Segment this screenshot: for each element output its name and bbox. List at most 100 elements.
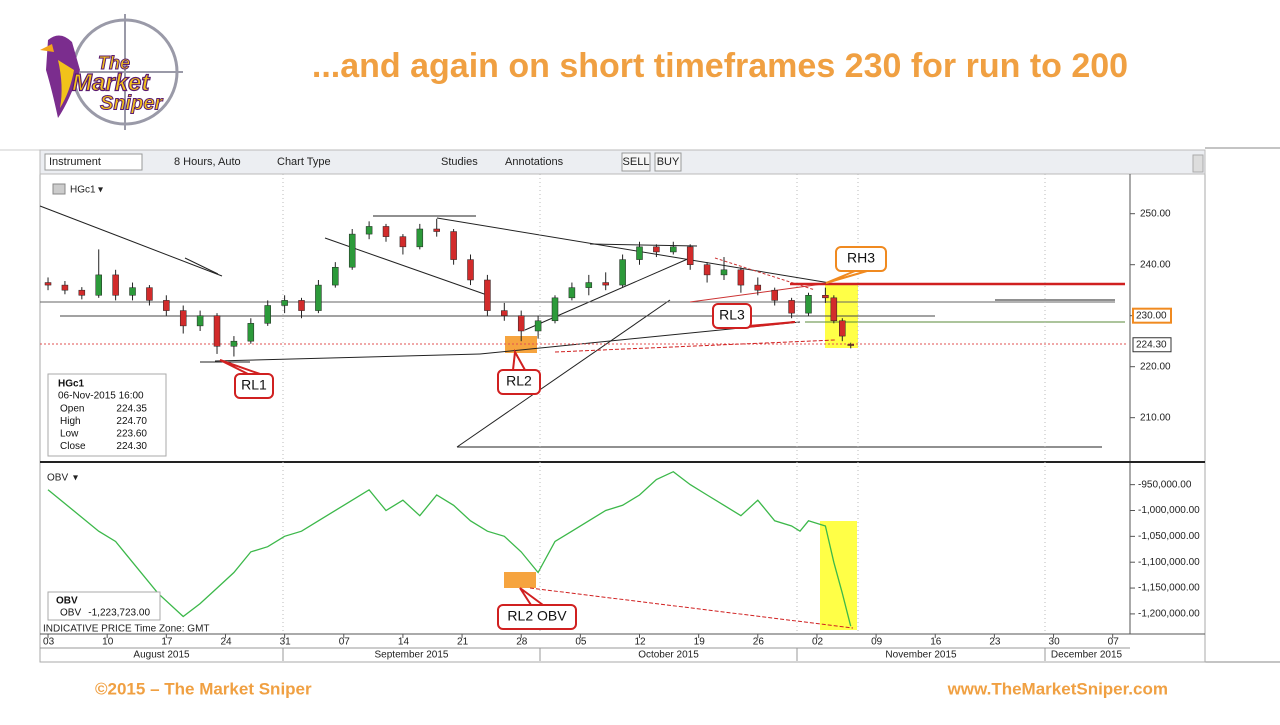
candle-body — [129, 287, 136, 296]
candle-body — [754, 284, 762, 291]
callout-label: RL1 — [241, 377, 267, 393]
toolbar-item[interactable]: Studies — [441, 156, 478, 168]
callout-label: RH3 — [847, 250, 875, 266]
candle-body — [179, 310, 187, 327]
callout — [497, 369, 541, 395]
x-tick-label: 30 — [1049, 637, 1061, 648]
callout-label: RL3 — [719, 307, 745, 323]
candle-body — [315, 284, 322, 311]
callout — [835, 246, 887, 272]
buy-button[interactable] — [654, 152, 682, 172]
candle-body — [703, 264, 711, 276]
x-tick-label: 16 — [930, 637, 942, 648]
candle-body — [830, 297, 838, 322]
logo: The Market Sniper — [40, 14, 183, 130]
candle-body — [847, 344, 854, 346]
x-tick-label: 09 — [871, 637, 883, 648]
obv-line — [47, 470, 852, 627]
candle-body — [348, 233, 356, 268]
candle-body — [230, 340, 238, 347]
candle-body — [686, 246, 694, 265]
highlight — [504, 572, 536, 588]
candle-body — [433, 228, 440, 232]
x-tick-label: 19 — [694, 637, 706, 648]
candle-body — [44, 282, 52, 286]
y-tick-label: -1,200,000.00 — [1138, 609, 1200, 620]
x-tick-label: 23 — [989, 637, 1001, 648]
toolbar-item[interactable]: 8 Hours, Auto — [174, 156, 241, 168]
logo-beak — [40, 44, 54, 52]
month-label: November 2015 — [885, 650, 957, 661]
candle-body — [602, 282, 609, 286]
candle-body — [517, 315, 525, 332]
info-box — [47, 373, 167, 457]
legend-label: OBV — [60, 608, 81, 619]
y-tick-label: 240.00 — [1140, 259, 1171, 270]
series-name: HGc1 — [70, 185, 96, 196]
candle-body — [450, 231, 457, 260]
month-label: October 2015 — [638, 650, 699, 661]
trend-line — [39, 205, 223, 277]
candle-body — [163, 300, 170, 311]
note: INDICATIVE PRICE Time Zone: GMT — [43, 624, 210, 635]
candle-body — [146, 287, 153, 301]
candle-body — [653, 246, 660, 253]
candle-body — [670, 246, 677, 253]
info-title: HGc1 — [58, 379, 85, 390]
x-tick-label: 14 — [398, 637, 410, 648]
icon — [52, 183, 66, 195]
toolbar-item[interactable]: Chart Type — [277, 156, 331, 168]
x-tick-label: 21 — [457, 637, 469, 648]
info-label: High — [60, 416, 81, 427]
candle-body — [61, 284, 69, 291]
candle-body — [568, 287, 576, 299]
candle-body — [720, 269, 728, 276]
x-tick-label: 10 — [102, 637, 114, 648]
candle-body — [264, 305, 271, 324]
footer-right: www.TheMarketSniper.com — [947, 679, 1168, 698]
y-tick-label: -1,100,000.00 — [1138, 557, 1200, 568]
scrollbar[interactable] — [1192, 154, 1204, 173]
callout — [234, 373, 274, 399]
candle-body — [196, 315, 204, 327]
candle-body — [839, 320, 846, 337]
trend-line — [689, 282, 831, 303]
y-tick-label: 250.00 — [1140, 208, 1171, 219]
highlight — [820, 521, 857, 630]
series-name: OBV — [47, 473, 68, 484]
x-tick-label: 28 — [516, 637, 528, 648]
candle-body — [788, 300, 795, 314]
y-tick-label: -950,000.00 — [1138, 479, 1192, 490]
trend-line — [214, 353, 481, 362]
legend-title: OBV — [56, 596, 78, 607]
y-tick-label: -1,050,000.00 — [1138, 531, 1200, 542]
trend-lines — [39, 205, 1128, 629]
trend-line — [589, 243, 698, 247]
x-tick-label: 05 — [575, 637, 587, 648]
candle-body — [78, 289, 86, 296]
candle-body — [298, 300, 305, 311]
instrument-box[interactable] — [44, 153, 143, 171]
month-label: December 2015 — [1051, 650, 1123, 661]
candle-body — [619, 259, 626, 286]
divergence-line — [554, 339, 836, 353]
x-tick-label: 03 — [43, 637, 55, 648]
y-tick-label: 210.00 — [1140, 412, 1171, 423]
price-tag — [1132, 307, 1172, 324]
candle-body — [365, 226, 373, 235]
legend-box — [47, 591, 161, 621]
price-tag-label: 224.30 — [1136, 339, 1167, 350]
candle-body — [399, 236, 407, 248]
logo-text: The — [98, 53, 130, 73]
candle-body — [534, 320, 542, 332]
toolbar-item: BUY — [657, 156, 680, 168]
x-tick-label: 31 — [280, 637, 292, 648]
toolbar-item[interactable]: Annotations — [505, 156, 564, 168]
candle-body — [737, 269, 745, 286]
sell-button[interactable] — [621, 152, 651, 172]
toolbar-item: SELL — [623, 156, 650, 168]
x-tick-label: 26 — [753, 637, 765, 648]
candle-body — [112, 274, 119, 296]
